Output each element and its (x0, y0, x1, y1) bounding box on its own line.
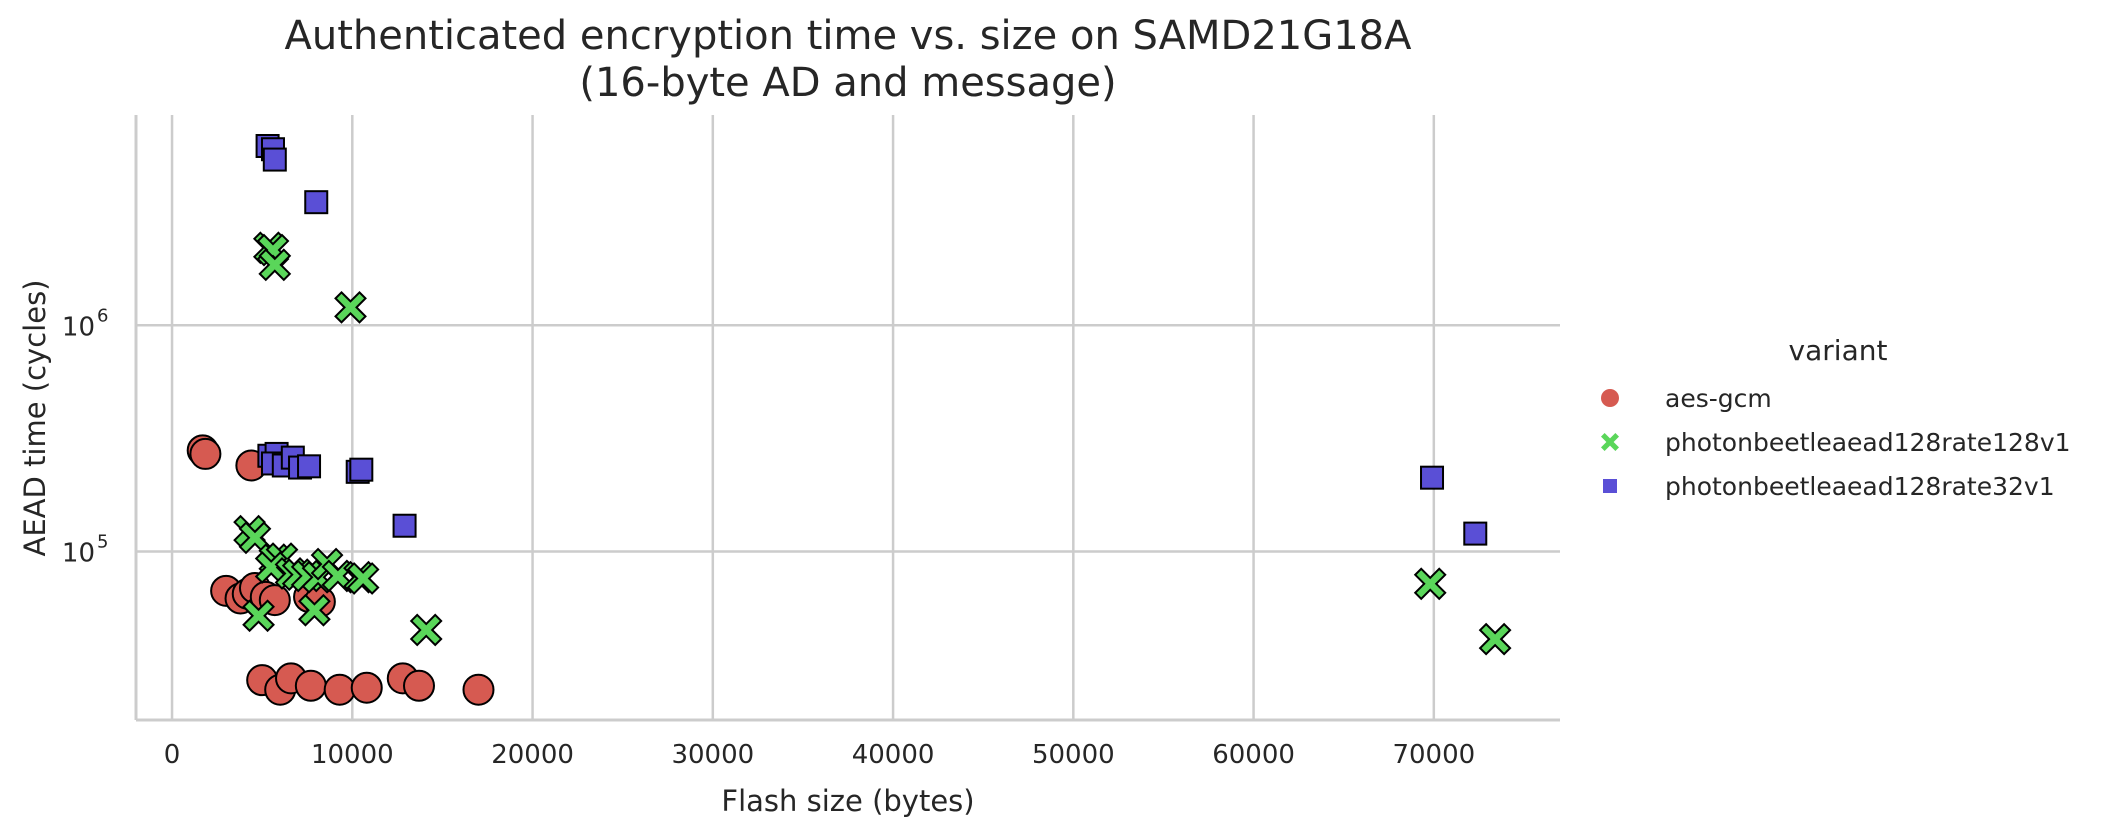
circle-point (350, 671, 383, 704)
legend-label: aes-gcm (1665, 384, 1772, 413)
square-point (1463, 521, 1488, 546)
x-marker-point (242, 599, 275, 633)
square-point (304, 190, 329, 215)
circle-point (462, 673, 495, 706)
y-axis-label: AEAD time (cycles) (18, 280, 52, 557)
x-tick-label: 0 (164, 740, 181, 770)
data-points (186, 134, 1512, 706)
series-photonbeetleaead128rate32v1 (255, 134, 1488, 546)
circle-point (294, 669, 327, 702)
legend-item: aes-gcm (1601, 384, 1772, 413)
square-point (349, 457, 374, 482)
x-tick-label: 20000 (491, 740, 574, 770)
x-marker-point (258, 248, 292, 282)
legend-item: photonbeetleaead128rate128v1 (1601, 428, 2071, 457)
x-axis-label: Flash size (bytes) (721, 784, 974, 818)
series-photonbeetleaead128rate128v1 (233, 231, 1512, 656)
x-marker-point (334, 290, 367, 324)
y-tick-exponent: 6 (97, 305, 108, 326)
chart-title: Authenticated encryption time vs. size o… (284, 13, 1412, 106)
y-tick-base: 10 (62, 312, 95, 342)
chart-title-line-2: (16-byte AD and message) (579, 60, 1116, 106)
y-tick-label: 10 6 (62, 305, 109, 342)
square-point (1420, 465, 1445, 490)
square-point (262, 147, 287, 172)
y-tick-base: 10 (62, 539, 95, 569)
chart-title-line-1: Authenticated encryption time vs. size o… (284, 13, 1412, 59)
x-tick-label: 70000 (1392, 740, 1475, 770)
x-tick-label: 60000 (1212, 740, 1295, 770)
legend-marker (1601, 389, 1619, 407)
legend-label: photonbeetleaead128rate128v1 (1665, 428, 2071, 457)
x-marker-point (409, 613, 443, 647)
x-marker-point (346, 562, 380, 595)
legend: variant aes-gcm photonbeetleaead128rate12… (1601, 334, 2071, 501)
x-tick-label: 10000 (311, 740, 394, 770)
x-tick-labels: 0 10000 20000 30000 40000 50000 60000 70000 (164, 740, 1475, 770)
x-tick-label: 50000 (1032, 740, 1115, 770)
y-tick-exponent: 5 (97, 532, 108, 553)
square-point (392, 513, 417, 538)
square-point (297, 454, 322, 479)
x-marker-point (1478, 622, 1512, 656)
legend-title: variant (1789, 334, 1888, 367)
legend-item: photonbeetleaead128rate32v1 (1603, 472, 2055, 501)
x-marker-point (1413, 567, 1447, 601)
y-tick-label: 10 5 (62, 532, 109, 569)
legend-label: photonbeetleaead128rate32v1 (1665, 472, 2055, 501)
grid-lines (136, 115, 1560, 720)
x-tick-label: 40000 (852, 740, 935, 770)
x-marker-point (298, 593, 331, 627)
x-tick-label: 30000 (671, 740, 754, 770)
circle-point (323, 673, 356, 706)
circle-point (189, 437, 222, 470)
axis-spines (134, 115, 1560, 722)
legend-marker (1603, 479, 1617, 493)
circle-point (402, 669, 435, 702)
legend-marker (1601, 433, 1619, 451)
series-aes-gcm (186, 434, 495, 706)
